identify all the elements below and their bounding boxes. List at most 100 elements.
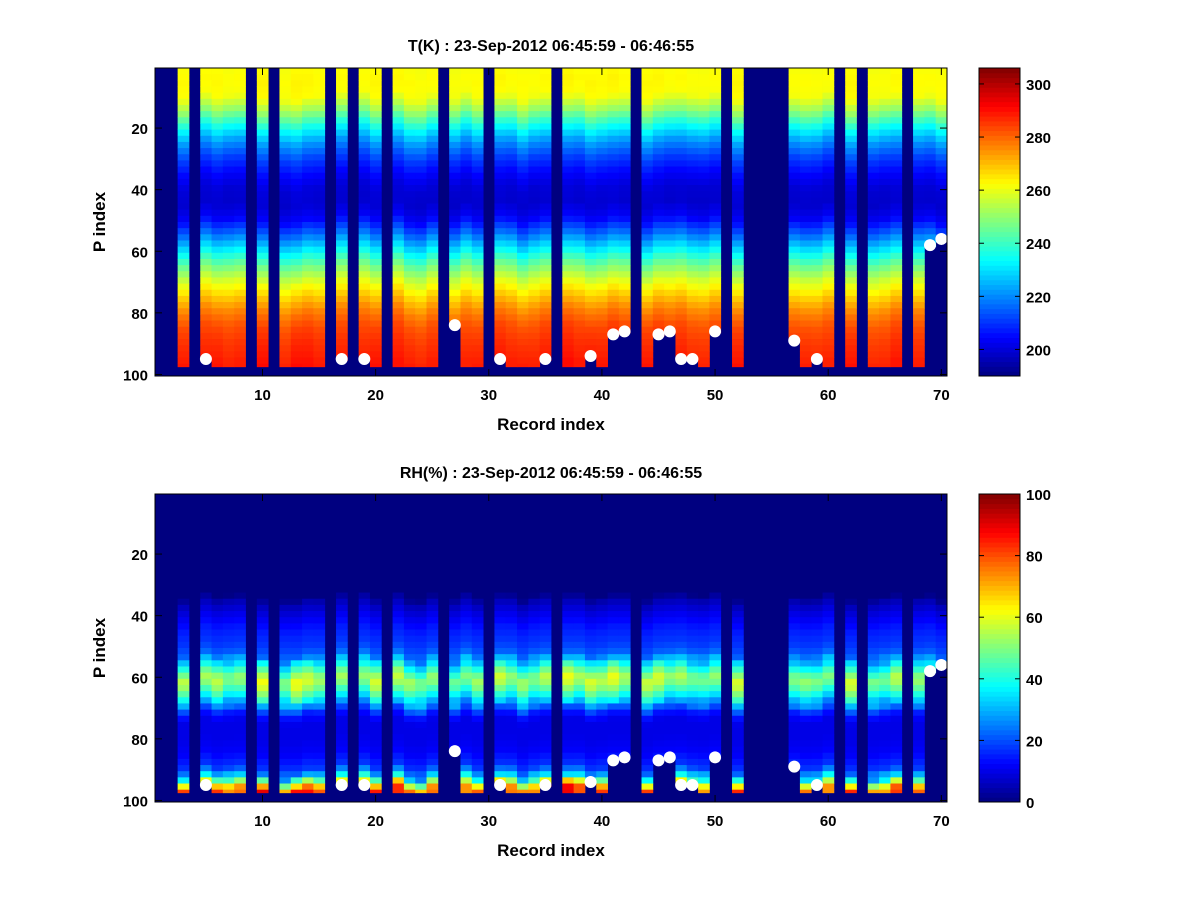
heatmap-cell <box>913 357 925 365</box>
heatmap-cell <box>449 80 461 87</box>
heatmap-cell <box>505 537 518 544</box>
heatmap-cell <box>415 277 427 284</box>
heatmap-cell <box>279 185 292 192</box>
heatmap-cell <box>528 629 541 637</box>
heatmap-cell <box>584 209 597 217</box>
heatmap-cell <box>234 617 246 624</box>
heatmap-cell <box>607 512 620 520</box>
heatmap-cell <box>822 648 835 655</box>
heatmap-cell <box>845 240 857 248</box>
heatmap-cell <box>822 715 835 723</box>
heatmap-cell <box>449 178 461 186</box>
heatmap-cell <box>336 234 348 241</box>
heatmap-cell <box>234 555 246 563</box>
heatmap-cell <box>517 543 529 550</box>
heatmap-cell <box>788 660 801 667</box>
heatmap-cell <box>811 549 823 556</box>
heatmap-cell <box>879 709 891 717</box>
heatmap-cell <box>302 234 314 241</box>
heatmap-cell <box>494 617 507 624</box>
heatmap-cell <box>279 357 292 365</box>
surface-point <box>448 319 461 332</box>
heatmap-cell <box>618 191 631 198</box>
heatmap-cell <box>879 752 891 760</box>
heatmap-cell <box>822 567 835 575</box>
heatmap-cell <box>867 721 880 729</box>
heatmap-cell <box>799 777 812 784</box>
heatmap-cell <box>290 258 303 266</box>
heatmap-cell <box>471 345 484 352</box>
heatmap-cell <box>200 111 212 118</box>
heatmap-cell <box>799 160 812 167</box>
heatmap-cell <box>845 345 857 352</box>
heatmap-cell <box>211 789 224 794</box>
heatmap-cell <box>279 68 292 75</box>
heatmap-cell <box>890 246 903 254</box>
heatmap-cell <box>596 524 608 532</box>
heatmap-cell <box>799 758 812 766</box>
heatmap-cell <box>358 518 371 526</box>
heatmap-cell <box>641 592 654 600</box>
heatmap-cell <box>845 561 857 569</box>
heatmap-cell <box>528 611 541 618</box>
heatmap-cell <box>641 783 654 791</box>
heatmap-cell <box>505 789 518 794</box>
heatmap-cell <box>664 302 676 309</box>
heatmap-cell <box>822 537 835 544</box>
heatmap-cell <box>528 166 541 174</box>
heatmap-cell <box>517 660 529 667</box>
heatmap-cell <box>686 74 699 81</box>
heatmap-cell <box>573 357 586 365</box>
heatmap-cell <box>799 357 812 365</box>
heatmap-cell <box>234 240 246 248</box>
heatmap-cell <box>822 129 835 137</box>
heatmap-cell <box>686 506 699 513</box>
heatmap-cell <box>211 506 224 513</box>
heatmap-cell <box>845 222 857 229</box>
heatmap-cell <box>879 586 891 593</box>
heatmap-cell <box>664 494 676 501</box>
colorbar-segment <box>979 149 1020 156</box>
heatmap-cell <box>471 135 484 143</box>
heatmap-cell <box>924 500 937 507</box>
heatmap-cell <box>460 240 473 248</box>
heatmap-cell <box>799 697 812 704</box>
heatmap-cell <box>528 617 541 624</box>
heatmap-cell <box>596 148 608 155</box>
heatmap-cell <box>879 302 891 309</box>
heatmap-cell <box>460 684 473 692</box>
heatmap-cell <box>234 166 246 174</box>
heatmap-cell <box>652 586 665 593</box>
heatmap-cell <box>822 709 835 717</box>
heatmap-cell <box>562 592 575 600</box>
heatmap-cell <box>211 512 224 520</box>
heatmap-cell <box>256 666 269 674</box>
heatmap-cell <box>358 135 371 143</box>
heatmap-cell <box>573 289 586 297</box>
heatmap-cell <box>811 185 823 192</box>
heatmap-cell <box>369 635 382 643</box>
heatmap-cell <box>392 746 405 754</box>
heatmap-cell <box>584 734 597 741</box>
heatmap-cell <box>879 326 891 334</box>
heatmap-cell <box>879 635 891 643</box>
heatmap-cell <box>822 598 835 606</box>
heatmap-cell <box>845 549 857 556</box>
heatmap-cell <box>222 252 235 260</box>
heatmap-cell <box>732 765 744 772</box>
heatmap-cell <box>867 518 880 526</box>
heatmap-cell <box>211 500 224 507</box>
heatmap-cell <box>290 567 303 575</box>
heatmap-cell <box>811 178 823 186</box>
heatmap-cell <box>698 746 710 754</box>
heatmap-cell <box>358 265 371 272</box>
colorbar-segment <box>979 193 1020 199</box>
heatmap-cell <box>811 240 823 248</box>
heatmap-cell <box>426 172 439 180</box>
heatmap-cell <box>403 567 416 575</box>
heatmap-cell <box>607 494 620 501</box>
heatmap-cell <box>415 734 427 741</box>
heatmap-cell <box>494 604 507 612</box>
heatmap-cell <box>698 672 710 680</box>
heatmap-cell <box>290 98 303 106</box>
